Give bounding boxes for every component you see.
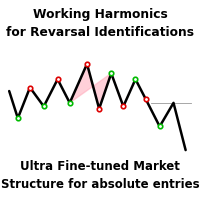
Text: Structure for absolute entries: Structure for absolute entries (1, 178, 199, 191)
Polygon shape (70, 64, 123, 109)
Text: Ultra Fine-tuned Market: Ultra Fine-tuned Market (20, 160, 180, 173)
Text: for Revarsal Identifications: for Revarsal Identifications (6, 26, 194, 39)
Text: Working Harmonics: Working Harmonics (33, 8, 167, 21)
